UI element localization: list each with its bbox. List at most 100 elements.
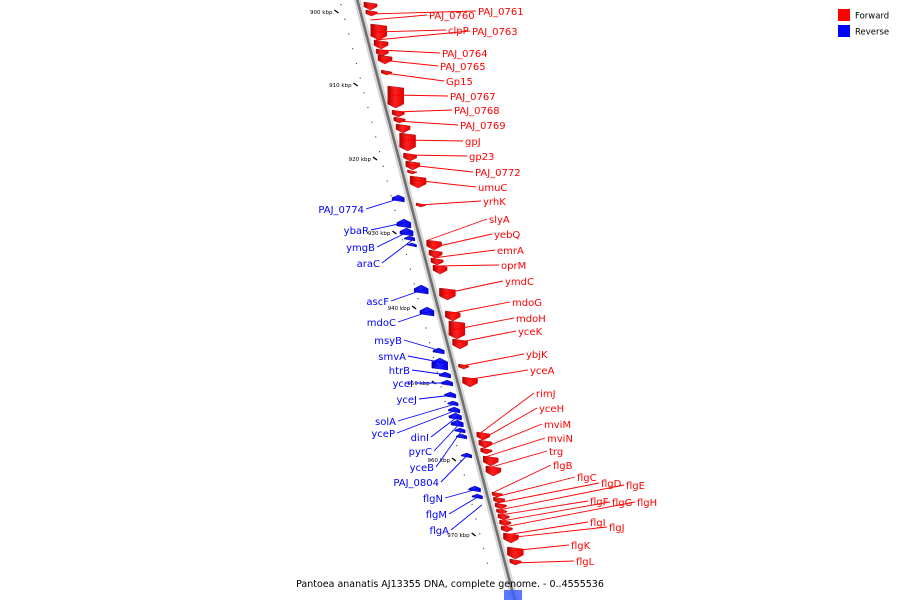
major-tick (392, 230, 397, 235)
gene-label-flgm: flgM (426, 510, 447, 521)
reverse-gene-arrow (431, 357, 448, 371)
gene-label-paj-0772: PAJ_0772 (475, 168, 521, 179)
major-tick (372, 156, 378, 161)
gene-label-trg: trg (549, 447, 563, 458)
forward-gene-arrow (480, 447, 493, 455)
minor-tick (386, 180, 388, 182)
tick-label: 940 kbp (388, 306, 411, 312)
forward-gene-arrow (448, 320, 466, 340)
label-connector (485, 437, 546, 458)
gene-label-oprm: oprM (501, 261, 526, 272)
minor-tick (471, 503, 473, 505)
label-connector (428, 218, 488, 241)
forward-gene-arrow (403, 152, 417, 162)
legend-reverse-label: Reverse (855, 28, 889, 38)
minor-tick (394, 209, 396, 211)
label-connector (451, 317, 515, 331)
gene-label-yrhk: yrhK (483, 197, 506, 208)
genome-backbone-core (356, 0, 516, 600)
forward-gene-arrow (387, 85, 404, 109)
legend-forward-swatch (838, 9, 850, 21)
label-connector (497, 482, 600, 504)
label-connector (503, 501, 636, 528)
reverse-gene-arrow (447, 400, 459, 407)
reverse-gene-arrow (449, 412, 462, 421)
gene-label-mdoh: mdoH (516, 314, 546, 325)
minor-tick (344, 18, 346, 20)
gene-label-ycej: yceJ (396, 395, 417, 406)
forward-gene-arrow (428, 249, 443, 259)
label-connector (495, 476, 576, 498)
gene-label-ycea: yceA (530, 366, 555, 377)
reverse-gene-arrow (419, 306, 435, 317)
legend-forward-label: Forward (855, 12, 889, 22)
label-connector (418, 394, 453, 400)
tick-label: 930 kbp (368, 231, 391, 237)
gene-label-ascf: ascF (366, 297, 389, 308)
label-connector (407, 355, 445, 364)
gene-label-flgi: flgI (590, 518, 606, 529)
minor-tick (348, 33, 350, 35)
major-tick (353, 82, 359, 87)
gene-label-arac: araC (357, 259, 380, 270)
gene-label-yceb: yceB (410, 463, 435, 474)
forward-gene-arrow (485, 465, 502, 477)
label-connector (480, 407, 538, 441)
label-connector (501, 501, 611, 522)
minor-tick (417, 298, 419, 300)
gene-label-flgl: flgL (576, 557, 595, 568)
forward-gene-arrow (496, 508, 508, 515)
gene-label-rimj: rimJ (536, 389, 556, 400)
label-connector (397, 120, 459, 126)
gene-label-flgf: flgF (590, 497, 609, 508)
forward-gene-arrow (393, 116, 406, 124)
forward-gene-arrow (395, 123, 411, 134)
label-connectors (365, 10, 636, 564)
minor-tick (479, 533, 481, 535)
major-tick (411, 305, 417, 310)
label-connector (403, 339, 442, 352)
reverse-gene-arrow (471, 493, 483, 500)
forward-gene-arrow (363, 1, 378, 11)
gene-label-sola: solA (375, 417, 396, 428)
label-connector (365, 197, 402, 210)
minor-tick (378, 151, 381, 153)
label-connector (448, 495, 480, 515)
minor-tick-dots (340, 4, 489, 564)
forward-gene-arrow (503, 532, 519, 544)
forward-gene-arrow (365, 9, 378, 17)
minor-tick (483, 547, 485, 550)
minor-tick (382, 165, 384, 167)
label-connector (370, 14, 428, 21)
label-connector (376, 230, 411, 248)
label-connector (430, 233, 493, 249)
label-connector (411, 369, 448, 376)
gene-label-paj-0804: PAJ_0804 (393, 478, 439, 489)
gene-label-mvin: mviN (547, 434, 573, 445)
label-connector (396, 409, 458, 434)
minor-tick (456, 445, 458, 447)
forward-gene-arrow (377, 54, 393, 65)
label-connector (435, 264, 500, 267)
forward-gene-arrow (399, 132, 416, 152)
label-connector (419, 200, 482, 206)
gene-label-paj-0763: PAJ_0763 (472, 27, 518, 38)
label-connector (442, 280, 504, 295)
gene-label-ybjk: ybjK (526, 350, 548, 361)
gene-label-flgc: flgC (577, 473, 597, 484)
label-connector (444, 488, 478, 499)
label-connector (455, 330, 517, 344)
reverse-gene-arrow (454, 427, 466, 434)
forward-gene-arrow (391, 109, 405, 118)
gene-label-ycep: yceP (371, 429, 395, 440)
gene-label-flgn: flgN (423, 494, 443, 505)
forward-gene-arrow (444, 310, 461, 322)
minor-tick (444, 400, 446, 403)
label-connector (397, 403, 456, 422)
label-connector (373, 29, 447, 33)
gene-label-emra: emrA (497, 246, 524, 257)
label-connector (397, 310, 432, 323)
minor-tick (448, 415, 450, 417)
gene-label-paj-0769: PAJ_0769 (460, 121, 506, 132)
